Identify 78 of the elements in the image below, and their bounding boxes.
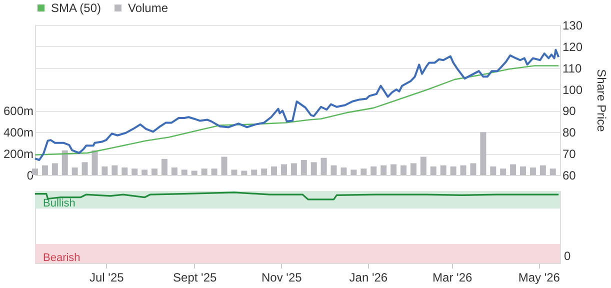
x-tick-label: Jul '25	[89, 270, 124, 284]
bar	[400, 165, 406, 175]
band-label: Bearish	[43, 252, 80, 264]
bar	[480, 132, 486, 175]
bar	[231, 170, 238, 175]
bar	[300, 160, 307, 175]
bar	[102, 166, 108, 175]
x-tick-label: Nov '25	[261, 270, 302, 284]
y2-tick-label: 100	[562, 82, 583, 97]
bar	[500, 168, 506, 175]
bar	[470, 163, 476, 175]
bar	[460, 165, 466, 175]
bar	[191, 170, 198, 175]
y-tick-label: 600m	[3, 104, 34, 118]
bar	[290, 163, 297, 175]
bar	[221, 156, 228, 175]
bar	[72, 168, 78, 175]
bar	[181, 170, 188, 175]
bar	[540, 165, 546, 175]
bar	[201, 168, 208, 175]
bar	[82, 162, 88, 175]
bar	[310, 162, 317, 175]
y2-tick-label: 120	[562, 40, 583, 54]
bar	[530, 168, 536, 175]
bar	[520, 166, 526, 175]
y2-axis-title: Share Price	[594, 69, 608, 132]
bar	[430, 166, 436, 175]
bar	[251, 170, 258, 175]
bar	[340, 168, 347, 175]
bar	[320, 158, 327, 175]
x-tick-label: Sept '25	[173, 270, 217, 284]
bar	[380, 165, 387, 175]
x-tick-label: May '26	[518, 270, 560, 284]
x-tick-label: Jan '26	[349, 270, 388, 284]
bar	[32, 168, 38, 175]
bar	[360, 168, 367, 175]
band-label: Bullish	[43, 198, 76, 210]
bar	[132, 168, 138, 175]
y-tick-label: 200m	[3, 147, 34, 162]
bar	[330, 165, 337, 175]
bar	[171, 168, 178, 175]
bar	[410, 163, 416, 175]
legend-label: SMA (50)	[51, 1, 102, 15]
bar	[42, 165, 48, 175]
bar	[142, 170, 148, 175]
bar	[271, 166, 278, 175]
y2-tick-label: 60	[562, 168, 576, 182]
bar	[450, 166, 456, 175]
bar	[92, 150, 98, 175]
bar	[550, 168, 556, 175]
bar	[510, 164, 516, 175]
y2-tick-label: 110	[562, 61, 582, 76]
bar	[161, 158, 168, 175]
bar	[390, 164, 397, 175]
bar	[280, 164, 287, 175]
bar	[62, 150, 68, 175]
bar	[370, 166, 377, 175]
line-series	[34, 48, 560, 161]
bar	[52, 163, 58, 175]
bar	[490, 166, 496, 175]
bar	[211, 168, 218, 175]
y2-tick-label: 90	[562, 104, 576, 118]
bar	[112, 165, 118, 175]
line-series	[34, 65, 560, 156]
bar	[241, 170, 248, 175]
bar	[420, 156, 426, 175]
x-tick-label: Mar '26	[432, 270, 473, 284]
bar	[152, 168, 158, 175]
legend-label: Volume	[128, 1, 168, 15]
bar	[350, 170, 357, 175]
bar	[440, 165, 446, 175]
bar	[122, 168, 128, 175]
text: 0	[564, 249, 571, 263]
y2-tick-label: 80	[562, 126, 576, 140]
y2-tick-label: 130	[562, 18, 583, 32]
y2-tick-label: 70	[562, 147, 576, 162]
bar	[261, 168, 268, 175]
y-tick-label: 400m	[3, 126, 34, 140]
